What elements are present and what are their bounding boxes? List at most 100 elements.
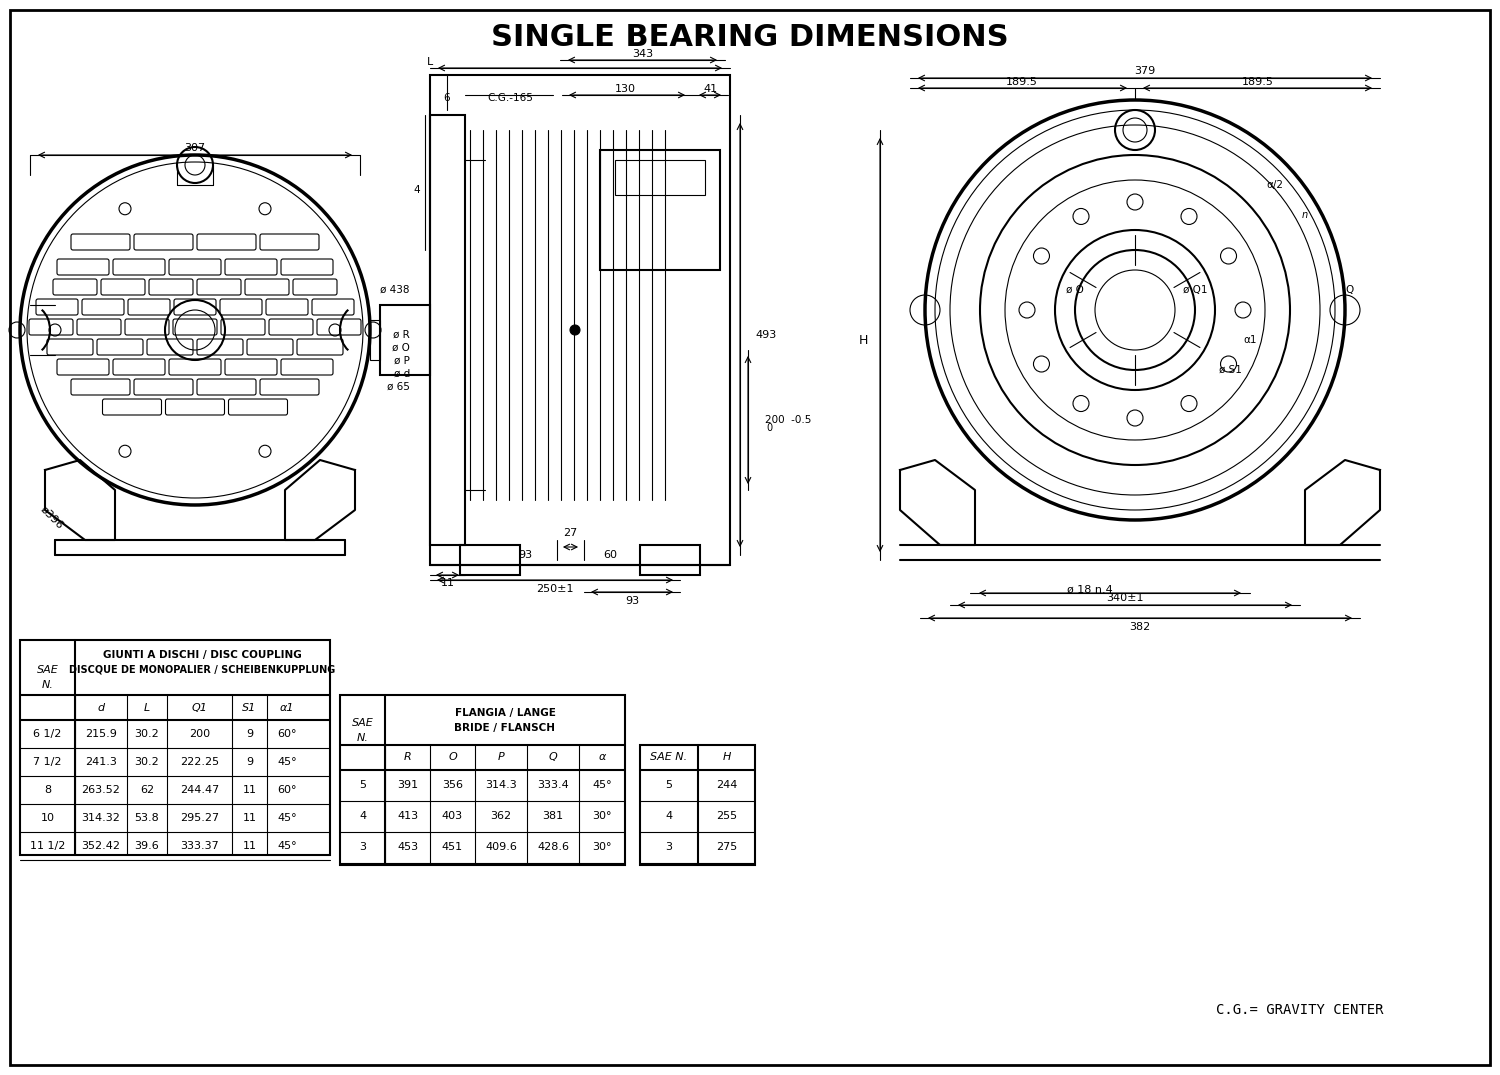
- Text: 3: 3: [358, 842, 366, 852]
- Text: 382: 382: [1130, 622, 1150, 632]
- Bar: [380, 305, 430, 375]
- Bar: [640, 545, 700, 575]
- Text: 39.6: 39.6: [135, 841, 159, 851]
- Text: 314.32: 314.32: [81, 813, 120, 823]
- Text: BRIDE / FLANSCH: BRIDE / FLANSCH: [454, 723, 555, 733]
- Text: 343: 343: [633, 49, 654, 59]
- Text: N.: N.: [357, 733, 369, 743]
- Text: 30°: 30°: [592, 842, 612, 852]
- Text: H: H: [858, 333, 868, 346]
- Text: 189.5: 189.5: [1242, 77, 1274, 87]
- Text: 7 1/2: 7 1/2: [33, 757, 62, 766]
- Text: 11: 11: [441, 578, 454, 588]
- Text: FLANGIA / LANGE: FLANGIA / LANGE: [454, 708, 555, 718]
- Text: 340±1: 340±1: [1106, 593, 1143, 603]
- Text: 5: 5: [666, 780, 672, 790]
- Circle shape: [570, 325, 580, 335]
- Text: 11: 11: [243, 813, 256, 823]
- Polygon shape: [45, 460, 116, 540]
- Text: 200  -0.5: 200 -0.5: [765, 415, 812, 425]
- Bar: [340, 696, 626, 865]
- Text: ø O: ø O: [392, 343, 410, 353]
- Bar: [460, 545, 520, 575]
- Text: 215.9: 215.9: [86, 729, 117, 739]
- Text: ø Q1: ø Q1: [1182, 285, 1208, 295]
- Text: 403: 403: [442, 811, 464, 821]
- Text: α1: α1: [279, 703, 294, 713]
- Text: 493: 493: [754, 330, 777, 340]
- Text: ø d: ø d: [393, 369, 410, 379]
- Bar: [640, 745, 754, 865]
- Text: 6: 6: [444, 94, 450, 103]
- Text: ø P: ø P: [394, 356, 410, 366]
- Bar: [615, 160, 705, 195]
- Bar: [600, 151, 720, 270]
- Text: 62: 62: [140, 785, 154, 796]
- Text: 307: 307: [184, 143, 206, 153]
- Text: ø 65: ø 65: [387, 382, 410, 392]
- Text: 30.2: 30.2: [135, 729, 159, 739]
- Text: 241.3: 241.3: [86, 757, 117, 766]
- Text: 314.3: 314.3: [484, 780, 518, 790]
- Text: P: P: [498, 752, 504, 762]
- Text: 41: 41: [704, 84, 717, 94]
- Text: 45°: 45°: [278, 841, 297, 851]
- Text: ø396: ø396: [39, 504, 66, 531]
- Text: GIUNTI A DISCHI / DISC COUPLING: GIUNTI A DISCHI / DISC COUPLING: [104, 650, 302, 660]
- Text: C.G.= GRAVITY CENTER: C.G.= GRAVITY CENTER: [1216, 1003, 1383, 1017]
- Text: 60: 60: [603, 550, 616, 560]
- Bar: [370, 320, 380, 360]
- Text: 200: 200: [189, 729, 210, 739]
- Text: 11: 11: [243, 841, 256, 851]
- Text: 250±1: 250±1: [537, 584, 573, 594]
- Text: α/2: α/2: [1266, 180, 1284, 190]
- Text: 30°: 30°: [592, 811, 612, 821]
- Text: DISCQUE DE MONOPALIER / SCHEIBENKUPPLUNG: DISCQUE DE MONOPALIER / SCHEIBENKUPPLUNG: [69, 665, 336, 675]
- Text: C.G.-165: C.G.-165: [488, 94, 532, 103]
- Text: SAE: SAE: [36, 665, 58, 675]
- Text: 362: 362: [490, 811, 512, 821]
- Text: 10: 10: [40, 813, 54, 823]
- Bar: [430, 75, 730, 565]
- Text: 244: 244: [716, 780, 736, 790]
- Polygon shape: [285, 460, 356, 540]
- Text: SAE N.: SAE N.: [651, 752, 687, 762]
- Text: d: d: [98, 703, 105, 713]
- Text: n: n: [1302, 210, 1308, 220]
- Text: 45°: 45°: [592, 780, 612, 790]
- Bar: [20, 640, 330, 855]
- Text: 60°: 60°: [278, 729, 297, 739]
- Text: 263.52: 263.52: [81, 785, 120, 796]
- Text: Q1: Q1: [192, 703, 207, 713]
- Text: 6 1/2: 6 1/2: [33, 729, 62, 739]
- Text: 8: 8: [44, 785, 51, 796]
- Text: 45°: 45°: [278, 757, 297, 766]
- Text: 3: 3: [666, 842, 672, 852]
- Text: Q: Q: [1346, 285, 1353, 295]
- Text: 333.37: 333.37: [180, 841, 219, 851]
- Text: 428.6: 428.6: [537, 842, 568, 852]
- Text: S1: S1: [243, 703, 256, 713]
- Text: 352.42: 352.42: [81, 841, 120, 851]
- Text: 4: 4: [666, 811, 672, 821]
- Text: 295.27: 295.27: [180, 813, 219, 823]
- Text: 453: 453: [398, 842, 418, 852]
- Text: 9: 9: [246, 729, 254, 739]
- Text: R: R: [404, 752, 411, 762]
- Text: 333.4: 333.4: [537, 780, 568, 790]
- Text: 275: 275: [716, 842, 736, 852]
- Text: 93: 93: [518, 550, 532, 560]
- Text: 130: 130: [615, 84, 636, 94]
- Text: L: L: [427, 57, 433, 67]
- Text: N.: N.: [42, 680, 54, 690]
- Text: 45°: 45°: [278, 813, 297, 823]
- Text: 409.6: 409.6: [484, 842, 518, 852]
- Text: 381: 381: [543, 811, 564, 821]
- Text: 391: 391: [398, 780, 418, 790]
- Text: H: H: [723, 752, 730, 762]
- Text: SINGLE BEARING DIMENSIONS: SINGLE BEARING DIMENSIONS: [490, 24, 1010, 53]
- Text: 189.5: 189.5: [1007, 77, 1038, 87]
- Text: 356: 356: [442, 780, 464, 790]
- Text: 11: 11: [243, 785, 256, 796]
- Text: L: L: [144, 703, 150, 713]
